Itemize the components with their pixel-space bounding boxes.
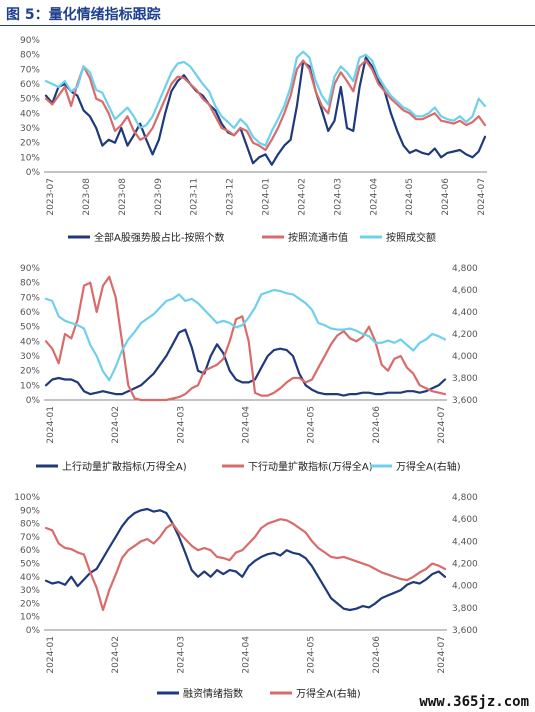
x-tick-label: 2024-05 xyxy=(307,636,317,674)
x-tick-label: 2024-02 xyxy=(297,178,307,216)
y-tick-label: 80% xyxy=(20,279,40,289)
y-tick-label: 90% xyxy=(20,506,40,516)
x-tick-label: 2024-03 xyxy=(176,636,186,674)
y2-tick-label: 4,600 xyxy=(452,515,478,525)
series-line-2 xyxy=(44,59,487,152)
y2-tick-label: 4,800 xyxy=(452,264,478,274)
x-tick-label: 2024-04 xyxy=(242,406,252,444)
y-tick-label: 0% xyxy=(26,626,41,636)
x-tick-label: 2024-01 xyxy=(46,636,56,674)
x-tick-label: 2024-02 xyxy=(111,636,121,674)
series-line-1 xyxy=(44,56,487,166)
title-rule xyxy=(0,25,535,26)
y-tick-label: 20% xyxy=(20,139,40,149)
y2-tick-label: 4,600 xyxy=(452,286,478,296)
legend-label: 按照成交额 xyxy=(386,231,436,244)
series-line-3 xyxy=(44,50,487,147)
y-tick-label: 30% xyxy=(20,124,40,134)
y-tick-label: 90% xyxy=(20,264,40,274)
series-line-2 xyxy=(44,275,447,402)
watermark: www.365jz.com xyxy=(419,694,529,710)
y-tick-label: 70% xyxy=(20,65,40,75)
legend-label: 融资情绪指数 xyxy=(183,687,243,700)
y2-tick-label: 3,600 xyxy=(452,396,478,406)
x-tick-label: 2023-11 xyxy=(190,178,200,216)
y2-tick-label: 3,800 xyxy=(452,604,478,614)
chart-1: 0% 10% 20% 30% 40% 50% 60% 70% 80% 90% 2023-07 2023… xyxy=(20,36,487,244)
y-tick-label: 60% xyxy=(20,546,40,556)
series-line-1 xyxy=(44,328,447,397)
y-tick-label: 40% xyxy=(20,573,40,583)
y-tick-label: 80% xyxy=(20,520,40,530)
series-line-3 xyxy=(44,288,447,382)
x-tick-label: 2024-06 xyxy=(372,636,382,674)
x-tick-label: 2024-06 xyxy=(372,406,382,444)
y-tick-label: 10% xyxy=(20,381,40,391)
y2-tick-label: 4,200 xyxy=(452,560,478,570)
x-tick-label: 2024-03 xyxy=(333,178,343,216)
y-tick-label: 100% xyxy=(14,493,40,503)
x-tick-label: 2023-08 xyxy=(118,178,128,216)
y-tick-label: 70% xyxy=(20,533,40,543)
legend-label: 万得全A(右轴) xyxy=(296,687,361,700)
x-tick-label: 2024-07 xyxy=(437,406,447,444)
y-tick-label: 80% xyxy=(20,51,40,61)
y2-tick-label: 4,400 xyxy=(452,537,478,547)
x-tick-label: 2023-07 xyxy=(46,178,56,216)
legend-label: 下行动量扩散指标(万得全A) xyxy=(248,460,373,473)
chart-2: 0% 10% 20% 30% 40% 50% 60% 70% 80% 90% 3,600 3,800 4… xyxy=(20,264,478,473)
y-tick-label: 50% xyxy=(20,323,40,333)
y-tick-label: 90% xyxy=(20,36,40,46)
x-tick-label: 2023-08 xyxy=(82,178,92,216)
x-tick-label: 2024-05 xyxy=(307,406,317,444)
figure-title: 图 5：量化情绪指标跟踪 xyxy=(6,7,161,23)
x-tick-label: 2024-03 xyxy=(176,406,186,444)
y-tick-label: 20% xyxy=(20,599,40,609)
y-tick-label: 30% xyxy=(20,352,40,362)
chart-3: 0% 10% 20% 30% 40% 50% 60% 70% 80% 90% 100% 3,600 3,… xyxy=(14,493,478,700)
y-tick-label: 70% xyxy=(20,293,40,303)
x-tick-label: 2024-02 xyxy=(111,406,121,444)
y-tick-label: 60% xyxy=(20,80,40,90)
y-tick-label: 50% xyxy=(20,95,40,105)
legend-label: 按照流通市值 xyxy=(288,231,348,244)
x-tick-label: 2024-07 xyxy=(477,178,487,216)
y-tick-label: 40% xyxy=(20,337,40,347)
y-tick-label: 40% xyxy=(20,109,40,119)
x-tick-label: 2024-01 xyxy=(46,406,56,444)
y2-tick-label: 4,000 xyxy=(452,352,478,362)
series-line-1 xyxy=(44,507,447,612)
y-tick-label: 30% xyxy=(20,586,40,596)
y-tick-label: 0% xyxy=(26,396,41,406)
y-tick-label: 60% xyxy=(20,308,40,318)
y-tick-label: 20% xyxy=(20,367,40,377)
legend-label: 全部A股强势股占比-按照个数 xyxy=(94,231,224,244)
y-tick-label: 50% xyxy=(20,560,40,570)
x-tick-label: 2023-09 xyxy=(154,178,164,216)
y-tick-label: 0% xyxy=(26,168,41,178)
legend-label: 上行动量扩散指标(万得全A) xyxy=(62,460,187,473)
y2-tick-label: 3,600 xyxy=(452,626,478,636)
legend-label: 万得全A(右轴) xyxy=(396,460,461,473)
y2-tick-label: 4,800 xyxy=(452,493,478,503)
y-tick-label: 10% xyxy=(20,613,40,623)
y2-tick-label: 3,800 xyxy=(452,374,478,384)
y2-tick-label: 4,400 xyxy=(452,308,478,318)
x-tick-label: 2024-06 xyxy=(441,178,451,216)
y-tick-label: 10% xyxy=(20,153,40,163)
x-tick-label: 2024-04 xyxy=(369,178,379,216)
x-tick-label: 2024-05 xyxy=(405,178,415,216)
x-tick-label: 2023-12 xyxy=(226,178,236,216)
series-line-2 xyxy=(44,518,447,612)
y2-tick-label: 4,200 xyxy=(452,330,478,340)
x-tick-label: 2024-01 xyxy=(262,178,272,216)
y2-tick-label: 4,000 xyxy=(452,582,478,592)
x-tick-label: 2024-04 xyxy=(242,636,252,674)
x-tick-label: 2024-07 xyxy=(437,636,447,674)
